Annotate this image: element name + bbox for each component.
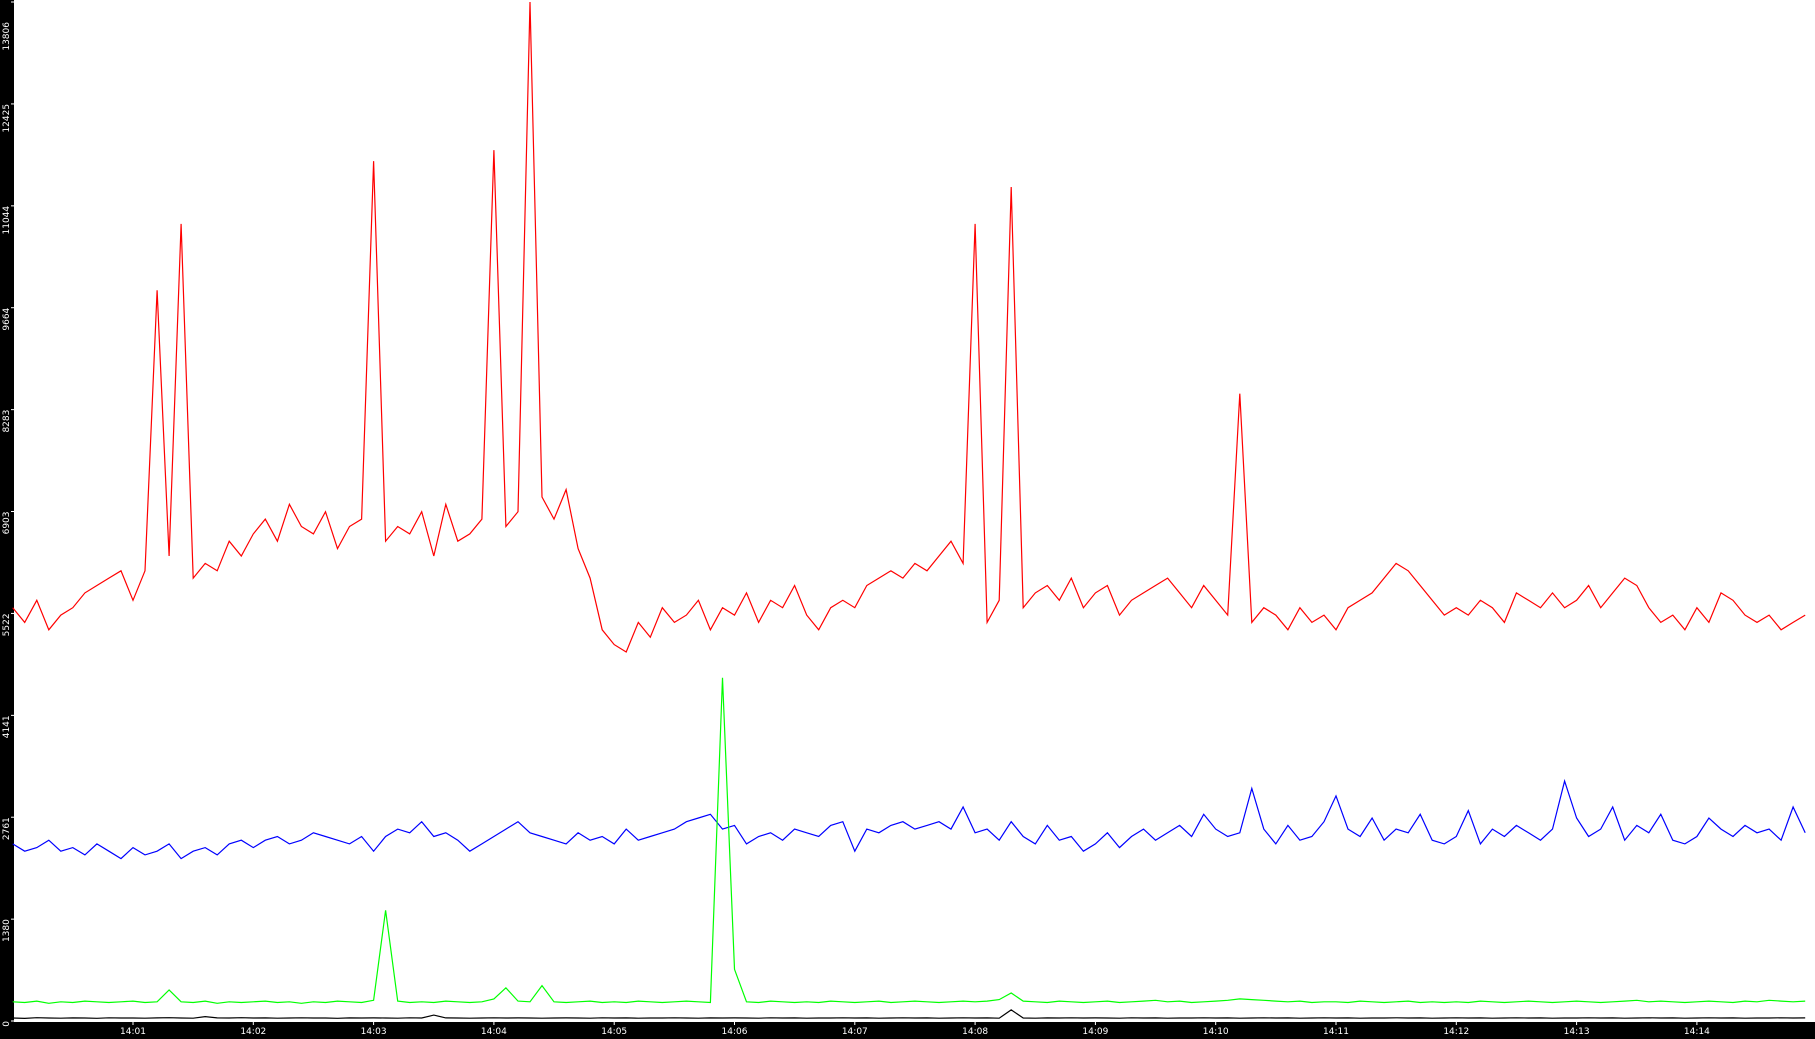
y-tick-label: 6903 [2,512,12,535]
x-tick-label: 14:11 [1323,1027,1349,1037]
y-tick-label: 2761 [2,817,12,840]
y-tick-label: 5522 [2,613,12,636]
y-axis-strip [0,0,14,1039]
series-line [12,677,1806,1004]
x-tick-label: 14:03 [361,1027,387,1037]
x-tick-label: 14:13 [1564,1027,1590,1037]
x-tick-label: 14:06 [722,1027,748,1037]
y-tick-label: 1380 [2,919,12,942]
x-tick-label: 14:01 [120,1027,146,1037]
x-tick-label: 14:08 [962,1027,988,1037]
y-tick-label: 11044 [2,206,12,235]
x-tick-label: 14:09 [1082,1027,1108,1037]
y-tick-label: 0 [2,1021,12,1027]
x-tick-label: 14:02 [240,1027,266,1037]
y-tick-label: 8283 [2,410,12,433]
x-tick-label: 14:14 [1684,1027,1710,1037]
x-tick-label: 14:07 [842,1027,868,1037]
y-tick-label: 9664 [2,307,12,330]
y-tick-label: 13806 [2,22,12,51]
x-axis-strip [0,1022,1815,1039]
x-tick-label: 14:10 [1203,1027,1229,1037]
x-tick-label: 14:12 [1443,1027,1469,1037]
y-tick-label: 12425 [2,104,12,133]
series-line [12,1,1806,653]
series-line [12,1009,1806,1020]
x-tick-label: 14:05 [601,1027,627,1037]
y-tick-label: 4141 [2,715,12,738]
x-tick-label: 14:04 [481,1027,507,1037]
series-line [12,778,1806,860]
